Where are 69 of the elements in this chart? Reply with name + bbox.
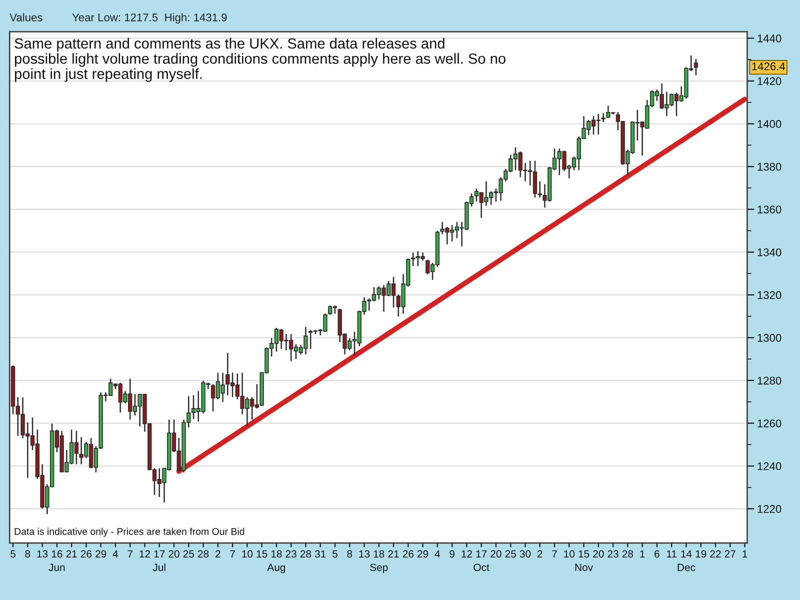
x-tick-label: 13 [37, 550, 48, 558]
x-tick-label: 18 Sep [370, 550, 388, 574]
x-tick-label: 10 [564, 550, 575, 558]
x-tick-label: 20 [490, 550, 502, 558]
x-tick-label: 19 [696, 550, 706, 558]
y-tick-label: 1220 [758, 505, 782, 513]
x-tick-label: 23 [286, 550, 296, 558]
y-tick-label: 1340 [758, 248, 782, 256]
x-tick-label: 30 [520, 550, 531, 558]
x-tick-label: 1 [742, 550, 748, 558]
x-tick-label: 2 [216, 550, 220, 558]
x-tick-label: 23 [608, 550, 618, 558]
x-tick-label: 27 [724, 550, 736, 558]
x-tick-label: 20 [168, 550, 180, 558]
x-tick-label: 26 [402, 550, 414, 558]
y-tick-label: 1360 [758, 206, 782, 214]
x-tick-label: 4 [434, 550, 440, 558]
y-tick-label: 1300 [758, 334, 782, 342]
x-tick-label: 1 [640, 550, 645, 558]
annotation: Same pattern and comments as the UKX. Same data releases and possible light volume trading conditions comments apply here as well. So no point in just repeating myself. [14, 38, 506, 82]
y-tick-label: 1420 [758, 77, 782, 86]
x-tick-label: 17 Jul [152, 550, 166, 572]
x-tick-label: 2 [538, 550, 542, 558]
chart-title: Values [10, 13, 42, 22]
y-tick-label: 1380 [758, 162, 782, 171]
x-tick-label: 22 [710, 550, 721, 558]
x-tick-label: 31 [314, 550, 326, 558]
y-tick-label: 1320 [758, 291, 782, 300]
x-tick-label: 10 [242, 550, 253, 558]
x-tick-label: 28 [300, 550, 312, 558]
x-tick-label: 29 [96, 550, 106, 558]
x-tick-label: 17 Oct [474, 550, 490, 572]
x-tick-label: 14 Dec [678, 550, 696, 572]
x-tick-label: 8 [25, 550, 30, 558]
x-tick-label: 6 [654, 550, 660, 558]
x-tick-label: 29 [418, 550, 428, 558]
y-tick-label: 1260 [758, 419, 782, 428]
x-tick-label: 21 [388, 550, 399, 558]
x-tick-label: 5 [332, 550, 338, 558]
y-tick-label: 1400 [758, 120, 782, 128]
x-tick-label: 7 [128, 550, 132, 558]
y-tick-label: 1280 [758, 376, 782, 385]
x-tick-label: 12 [140, 550, 150, 558]
annotation: 1426.4 [752, 62, 786, 70]
x-tick-label: 18 Aug [267, 550, 286, 574]
x-tick-label: 16 Jun [48, 550, 65, 572]
x-tick-label: 8 [347, 550, 352, 558]
x-tick-label: 5 [10, 550, 16, 558]
text: Year Low: 1217.5 High: 1431.9 [72, 13, 227, 24]
x-tick-label: 7 [230, 550, 235, 558]
y-tick-label: 1440 [758, 34, 782, 42]
x-tick-label: 11 [666, 550, 676, 558]
x-tick-label: 25 [505, 550, 516, 558]
annotation: Data is indicative only - Prices are taken from Our Bid [14, 528, 244, 537]
x-tick-label: 15 [256, 550, 268, 558]
x-tick-label: 28 [198, 550, 209, 558]
x-tick-label: 26 [80, 550, 92, 558]
x-tick-label: 15 Nov [575, 550, 594, 572]
x-tick-label: 4 [112, 550, 118, 558]
x-tick-label: 21 [66, 550, 77, 558]
x-tick-label: 13 [359, 550, 370, 558]
x-tick-label: 28 [622, 550, 634, 558]
y-tick-label: 1240 [758, 462, 782, 470]
x-tick-label: 7 [552, 550, 557, 558]
x-tick-label: 20 [593, 550, 604, 558]
candlestick [694, 58, 698, 76]
x-tick-label: 25 [183, 550, 194, 558]
x-tick-label: 12 [462, 550, 472, 558]
x-tick-label: 9 [450, 550, 454, 558]
